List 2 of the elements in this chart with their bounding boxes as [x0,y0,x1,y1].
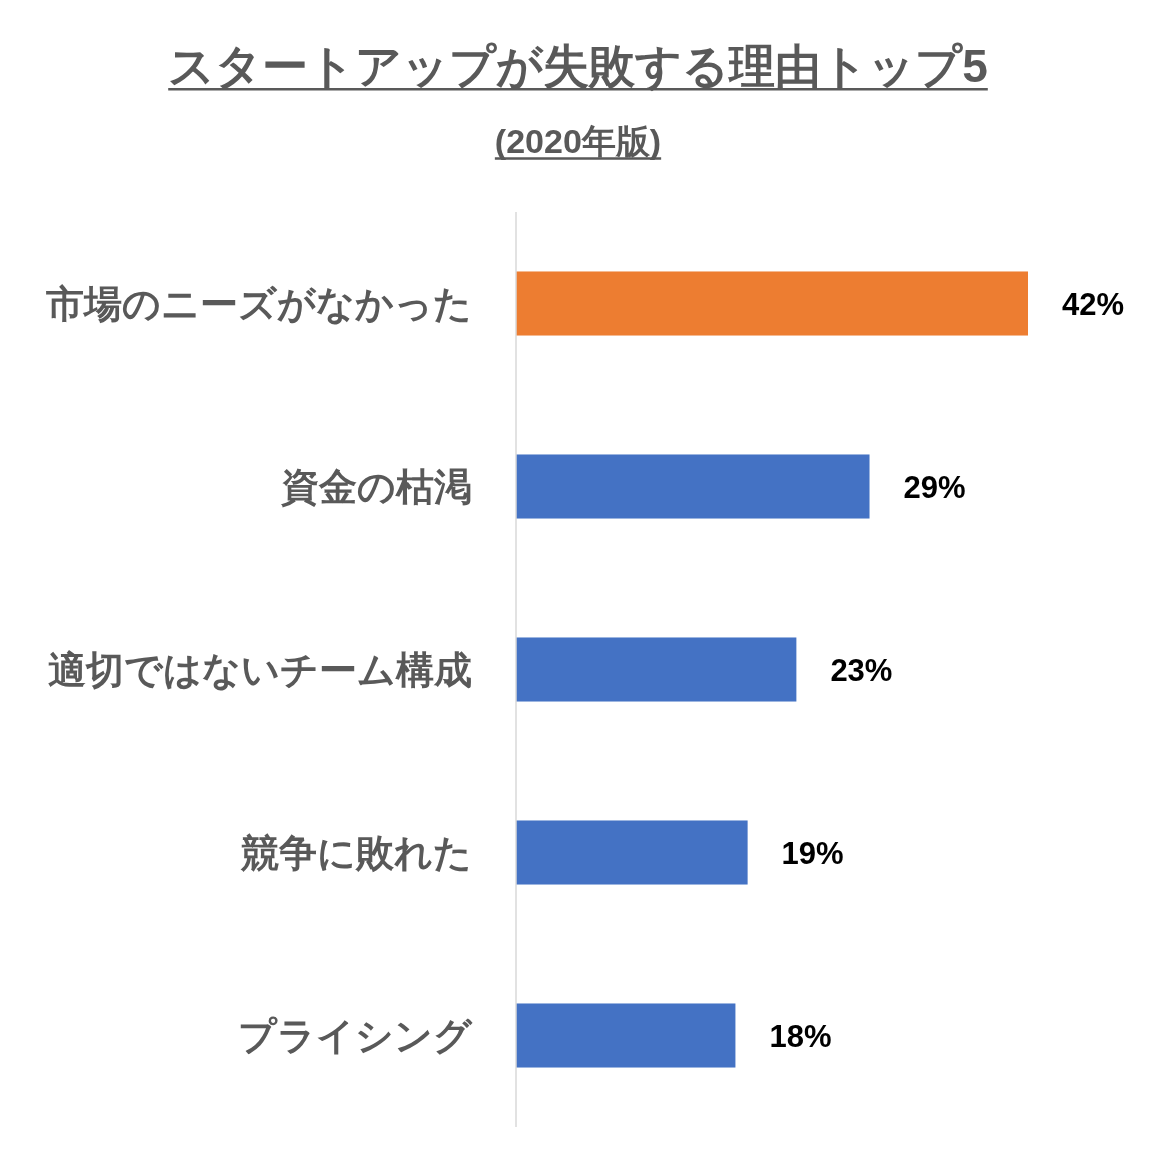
subtitle: (2020年版) [494,122,662,160]
title: スタートアップが失敗する理由トップ5 [168,40,988,92]
